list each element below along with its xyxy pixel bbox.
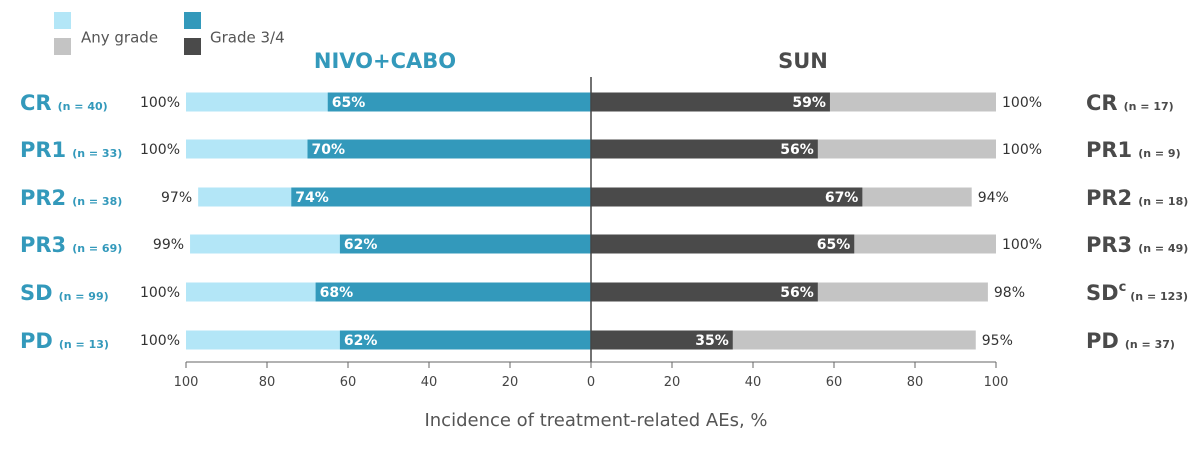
x-tick-label: 0	[587, 375, 595, 390]
footnote-superscript: c	[1119, 280, 1127, 295]
data-label-any-grade-right-pd: 95%	[982, 333, 1013, 349]
sample-size-label: (n = 17)	[1124, 100, 1174, 113]
bar-grade34-right-pr3	[591, 234, 855, 254]
sample-size-label: (n = 37)	[1125, 338, 1175, 351]
data-label-grade34-right-cr: 59%	[792, 95, 826, 111]
sample-size-label: (n = 123)	[1130, 290, 1188, 303]
bar-grade34-right-pr2	[591, 187, 863, 207]
category-name: PD	[1086, 329, 1119, 353]
panel-title-sun: SUN	[778, 49, 828, 73]
category-name: PR2	[1086, 186, 1132, 210]
data-label-grade34-right-pr3: 65%	[817, 237, 851, 253]
bar-grade34-left-pr2	[291, 187, 591, 207]
sample-size-label: (n = 18)	[1138, 195, 1188, 208]
panel-title-nivo-cabo: NIVO+CABO	[314, 49, 456, 73]
category-name: SD	[1086, 281, 1119, 305]
sample-size-label: (n = 33)	[72, 147, 122, 160]
data-label-grade34-right-pd: 35%	[695, 333, 729, 349]
x-axis: 100 80 60 40 20 0 20 40 60 80 100 Incidence of trea…	[174, 77, 1009, 431]
category-label-right-cr: CR (n = 17)	[1086, 91, 1174, 115]
bar-grade34-right-pd	[591, 330, 733, 350]
bar-grade34-left-cr	[327, 92, 591, 112]
bar-grade34-right-cr	[591, 92, 830, 112]
data-label-grade34-right-sd: 56%	[780, 285, 814, 301]
bar-grade34-left-pr3	[339, 234, 591, 254]
category-label-right-pr1: PR1 (n = 9)	[1086, 138, 1181, 162]
category-label-left-pr3: PR3 (n = 69)	[20, 233, 122, 257]
data-label-grade34-left-sd: 68%	[320, 285, 354, 301]
data-label-any-grade-left-pr3: 99%	[153, 237, 184, 253]
legend-swatch-grade34-nivo	[184, 12, 201, 29]
category-label-left-pd: PD (n = 13)	[20, 329, 109, 353]
category-label-right-pd: PD (n = 37)	[1086, 329, 1175, 353]
x-tick-label: 100	[984, 375, 1009, 390]
sample-size-label: (n = 69)	[72, 242, 122, 255]
data-label-grade34-right-pr1: 56%	[780, 142, 814, 158]
category-labels: CR (n = 40) CR (n = 17) PR1 (n = 33) PR1 (n = 9…	[20, 91, 1188, 353]
category-name: PR1	[20, 138, 66, 162]
data-label-any-grade-left-pr2: 97%	[161, 190, 192, 206]
data-label-any-grade-left-sd: 100%	[140, 285, 180, 301]
category-name: CR	[1086, 91, 1118, 115]
category-name: PR1	[1086, 138, 1132, 162]
data-label-any-grade-right-pr1: 100%	[1002, 142, 1042, 158]
category-name: PD	[20, 329, 53, 353]
x-tick-label: 80	[259, 375, 276, 390]
data-label-any-grade-left-cr: 100%	[140, 95, 180, 111]
legend: Any grade Grade 3/4	[54, 12, 285, 55]
category-name: PR3	[20, 233, 66, 257]
legend-swatch-any-grade-nivo	[54, 12, 71, 29]
data-label-any-grade-right-cr: 100%	[1002, 95, 1042, 111]
data-label-any-grade-right-pr3: 100%	[1002, 237, 1042, 253]
category-label-right-pr3: PR3 (n = 49)	[1086, 233, 1188, 257]
legend-label: Any grade	[81, 29, 158, 47]
category-name: SD	[20, 281, 53, 305]
category-label-left-pr1: PR1 (n = 33)	[20, 138, 122, 162]
panel-titles: NIVO+CABO SUN	[314, 49, 828, 73]
category-label-right-sd: SDc(n = 123)	[1086, 280, 1188, 305]
legend-label: Grade 3/4	[210, 29, 285, 47]
sample-size-label: (n = 38)	[72, 195, 122, 208]
data-label-any-grade-left-pd: 100%	[140, 333, 180, 349]
data-label-grade34-left-pr3: 62%	[344, 237, 378, 253]
data-label-any-grade-right-pr2: 94%	[978, 190, 1009, 206]
x-tick-label: 60	[340, 375, 357, 390]
x-axis-title: Incidence of treatment-related AEs, %	[424, 410, 767, 431]
legend-swatch-grade34-sun	[184, 38, 201, 55]
data-label-grade34-left-pr1: 70%	[312, 142, 346, 158]
data-label-any-grade-left-pr1: 100%	[140, 142, 180, 158]
x-tick-label: 80	[907, 375, 924, 390]
sample-size-label: (n = 13)	[59, 338, 109, 351]
x-tick-label: 40	[745, 375, 762, 390]
data-label-grade34-right-pr2: 67%	[825, 190, 859, 206]
category-name: PR3	[1086, 233, 1132, 257]
category-label-left-pr2: PR2 (n = 38)	[20, 186, 122, 210]
sample-size-label: (n = 49)	[1138, 242, 1188, 255]
data-label-grade34-left-cr: 65%	[332, 95, 366, 111]
category-name: CR	[20, 91, 52, 115]
sample-size-label: (n = 40)	[58, 100, 108, 113]
data-label-any-grade-right-sd: 98%	[994, 285, 1025, 301]
bar-grade34-left-pd	[339, 330, 591, 350]
category-name: PR2	[20, 186, 66, 210]
bar-grade34-right-sd	[591, 282, 818, 302]
sample-size-label: (n = 99)	[59, 290, 109, 303]
x-tick-label: 40	[421, 375, 438, 390]
x-tick-label: 20	[502, 375, 519, 390]
x-tick-label: 100	[174, 375, 199, 390]
x-tick-label: 60	[826, 375, 843, 390]
sample-size-label: (n = 9)	[1138, 147, 1180, 160]
legend-swatch-any-grade-sun	[54, 38, 71, 55]
bar-grade34-left-sd	[315, 282, 591, 302]
x-tick-label: 20	[664, 375, 681, 390]
category-label-left-cr: CR (n = 40)	[20, 91, 108, 115]
bar-grade34-right-pr1	[591, 139, 818, 159]
category-label-left-sd: SD (n = 99)	[20, 281, 109, 305]
data-label-grade34-left-pr2: 74%	[295, 190, 329, 206]
bars: 65% 100% 70% 100% 74% 97% 62% 99% 68% 100% 62% 100%…	[140, 92, 1042, 350]
data-label-grade34-left-pd: 62%	[344, 333, 378, 349]
category-label-right-pr2: PR2 (n = 18)	[1086, 186, 1188, 210]
bar-grade34-left-pr1	[307, 139, 591, 159]
